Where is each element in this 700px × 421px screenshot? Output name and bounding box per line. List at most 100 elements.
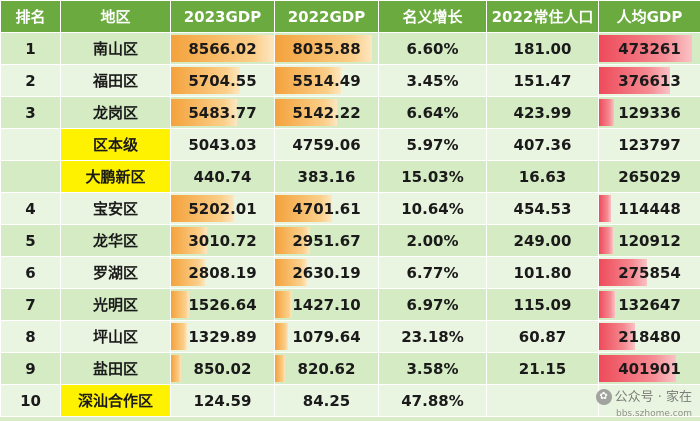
pop-value: 407.36	[513, 135, 572, 154]
region-value: 区本级	[92, 136, 138, 154]
percap-bar	[599, 195, 612, 222]
gdp-bar	[171, 355, 182, 382]
percap-bar	[599, 35, 692, 62]
gdp-bar	[171, 195, 234, 222]
rank-value: 8	[25, 327, 36, 346]
cell-pop	[486, 384, 599, 417]
gdp2022-value: 2951.67	[292, 231, 361, 250]
cell-region: 盐田区	[60, 352, 171, 385]
cell-percap: 132647	[598, 288, 700, 321]
header-pop: 2022常住人口	[486, 0, 599, 33]
cell-gdp2022: 2630.19	[274, 256, 379, 289]
table-row: 8 坪山区 1329.89 1079.64 23.18% 60.87 218480	[0, 320, 700, 353]
rank-value: 7	[25, 295, 36, 314]
gdp-bar	[171, 259, 205, 286]
table-row: 区本级 5043.03 4759.06 5.97% 407.36 123797	[0, 128, 700, 161]
pop-value: 151.47	[513, 71, 572, 90]
gdp2023-value: 5704.55	[188, 71, 257, 90]
watermark-text: 公众号 · 家在	[614, 389, 692, 405]
gdp2023-value: 850.02	[193, 359, 252, 378]
cell-growth: 3.58%	[378, 352, 487, 385]
cell-gdp2023: 440.74	[170, 160, 275, 193]
cell-percap: 401901	[598, 352, 700, 385]
cell-growth: 6.77%	[378, 256, 487, 289]
cell-pop: 16.63	[486, 160, 599, 193]
cell-gdp2022: 84.25	[274, 384, 379, 417]
cell-gdp2022: 4759.06	[274, 128, 379, 161]
cell-rank: 10	[0, 384, 61, 417]
gdp-bar	[275, 195, 332, 222]
gdp2023-value: 124.59	[193, 391, 252, 410]
cell-rank: 3	[0, 96, 61, 129]
cell-region: 宝安区	[60, 192, 171, 225]
percap-value: 218480	[618, 327, 681, 346]
table-row: 1 南山区 8566.02 8035.88 6.60% 181.00 473261	[0, 32, 700, 65]
gdp2023-value: 5483.77	[188, 103, 257, 122]
header-rank: 排名	[0, 0, 61, 33]
cell-gdp2023: 8566.02	[170, 32, 275, 65]
cell-region: 龙岗区	[60, 96, 171, 129]
cell-percap: 265029	[598, 160, 700, 193]
pop-value: 423.99	[513, 103, 572, 122]
cell-pop: 60.87	[486, 320, 599, 353]
cell-gdp2023: 1329.89	[170, 320, 275, 353]
rank-value: 5	[25, 231, 36, 250]
cell-growth: 47.88%	[378, 384, 487, 417]
gdp2022-value: 383.16	[297, 167, 356, 186]
cell-pop: 115.09	[486, 288, 599, 321]
cell-region: 南山区	[60, 32, 171, 65]
cell-rank: 4	[0, 192, 61, 225]
pop-value: 115.09	[513, 295, 572, 314]
table-row: 3 龙岗区 5483.77 5142.22 6.64% 423.99 129336	[0, 96, 700, 129]
cell-rank	[0, 160, 61, 193]
growth-value: 23.18%	[401, 327, 464, 346]
growth-value: 6.77%	[406, 263, 459, 282]
cell-gdp2023: 124.59	[170, 384, 275, 417]
gdp2023-value: 2808.19	[188, 263, 257, 282]
percap-value: 114448	[618, 199, 681, 218]
region-value: 福田区	[92, 72, 138, 90]
cell-region: 区本级	[60, 128, 171, 161]
header-growth: 名义增长	[378, 0, 487, 33]
percap-bar	[599, 355, 676, 382]
percap-value: 129336	[618, 103, 681, 122]
table-row: 大鹏新区 440.74 383.16 15.03% 16.63 265029	[0, 160, 700, 193]
cell-gdp2022: 4701.61	[274, 192, 379, 225]
cell-pop: 407.36	[486, 128, 599, 161]
cell-region: 光明区	[60, 288, 171, 321]
growth-value: 5.97%	[406, 135, 459, 154]
cell-rank: 8	[0, 320, 61, 353]
watermark-sub: bbs.szhome.com	[616, 409, 692, 419]
cell-gdp2023: 5704.55	[170, 64, 275, 97]
gdp-bar	[171, 35, 274, 62]
cell-gdp2022: 383.16	[274, 160, 379, 193]
percap-value: 473261	[618, 39, 681, 58]
growth-value: 10.64%	[401, 199, 464, 218]
region-value: 盐田区	[92, 360, 138, 378]
gdp-bar	[275, 355, 285, 382]
region-value: 罗湖区	[92, 264, 138, 282]
cell-percap: 376613	[598, 64, 700, 97]
region-value: 宝安区	[92, 200, 138, 218]
percap-value: 120912	[618, 231, 681, 250]
table-row: 7 光明区 1526.64 1427.10 6.97% 115.09 132647	[0, 288, 700, 321]
cell-percap: 473261	[598, 32, 700, 65]
watermark: ✿ 公众号 · 家在	[595, 386, 692, 405]
gdp-bar	[275, 35, 372, 62]
gdp-bar	[171, 99, 237, 126]
cell-gdp2023: 5043.03	[170, 128, 275, 161]
cell-growth: 6.64%	[378, 96, 487, 129]
cell-percap: 120912	[598, 224, 700, 257]
percap-value: 275854	[618, 263, 681, 282]
cell-gdp2022: 8035.88	[274, 32, 379, 65]
percap-value: 401901	[618, 359, 681, 378]
cell-percap: 218480	[598, 320, 700, 353]
cell-gdp2023: 3010.72	[170, 224, 275, 257]
pop-value: 181.00	[513, 39, 572, 58]
gdp-bar	[275, 291, 293, 318]
cell-gdp2022: 820.62	[274, 352, 379, 385]
cell-pop: 249.00	[486, 224, 599, 257]
gdp-bar	[275, 259, 307, 286]
growth-value: 15.03%	[401, 167, 464, 186]
cell-growth: 5.97%	[378, 128, 487, 161]
